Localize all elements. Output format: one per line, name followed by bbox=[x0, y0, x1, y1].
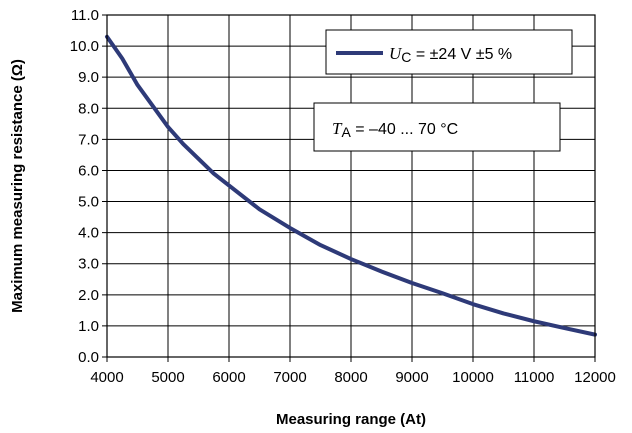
x-axis-label: Measuring range (At) bbox=[276, 411, 426, 428]
annotation-rest: = –40 ... 70 °C bbox=[351, 121, 458, 138]
y-tick-label: 9.0 bbox=[78, 69, 99, 86]
annotation: TA = –40 ... 70 °C bbox=[313, 102, 561, 152]
y-tick-label: 11.0 bbox=[71, 7, 99, 24]
x-tick-label: 10000 bbox=[452, 369, 494, 386]
y-tick-label: 2.0 bbox=[78, 287, 99, 304]
y-tick-label: 1.0 bbox=[78, 318, 99, 335]
x-tick-label: 4000 bbox=[90, 369, 123, 386]
x-tick-label: 5000 bbox=[151, 369, 184, 386]
y-axis-label: Maximum measuring resistance (Ω) bbox=[9, 59, 26, 313]
y-tick-label: 6.0 bbox=[78, 162, 99, 179]
legend-entry: UC = ±24 V ±5 % bbox=[389, 44, 512, 65]
annotation-box bbox=[313, 102, 561, 152]
y-tick-label: 3.0 bbox=[78, 256, 99, 273]
y-tick-label: 7.0 bbox=[78, 131, 99, 148]
x-tick-label: 9000 bbox=[395, 369, 428, 386]
y-tick-labels: 0.0 1.0 2.0 3.0 4.0 5.0 6.0 7.0 8.0 9.0 10.0 11.0 bbox=[70, 7, 99, 366]
x-tick-label: 6000 bbox=[212, 369, 245, 386]
annotation-italic: T bbox=[332, 119, 343, 138]
x-tick-labels: 4000 5000 6000 7000 8000 9000 10000 11000 12000 bbox=[90, 369, 616, 386]
legend-rest: = ±24 V ±5 % bbox=[411, 46, 512, 63]
annotation-text: TA = –40 ... 70 °C bbox=[332, 119, 458, 140]
y-tick-label: 10.0 bbox=[70, 38, 99, 55]
series-line bbox=[105, 34, 597, 337]
legend-italic: U bbox=[389, 44, 403, 63]
x-tick-label: 8000 bbox=[334, 369, 367, 386]
x-tick-label: 11000 bbox=[514, 369, 555, 386]
legend-subscript: C bbox=[401, 49, 411, 65]
y-tick-label: 0.0 bbox=[78, 349, 99, 366]
y-tick-label: 8.0 bbox=[78, 100, 99, 117]
annotation-subscript: A bbox=[341, 124, 351, 140]
series-layer bbox=[105, 34, 597, 337]
x-tick-label: 12000 bbox=[574, 369, 616, 386]
y-tick-label: 5.0 bbox=[78, 194, 99, 211]
plot-frame bbox=[106, 14, 596, 358]
legend: UC = ±24 V ±5 % bbox=[325, 29, 573, 75]
y-tick-label: 4.0 bbox=[78, 225, 99, 242]
x-tick-label: 7000 bbox=[273, 369, 306, 386]
